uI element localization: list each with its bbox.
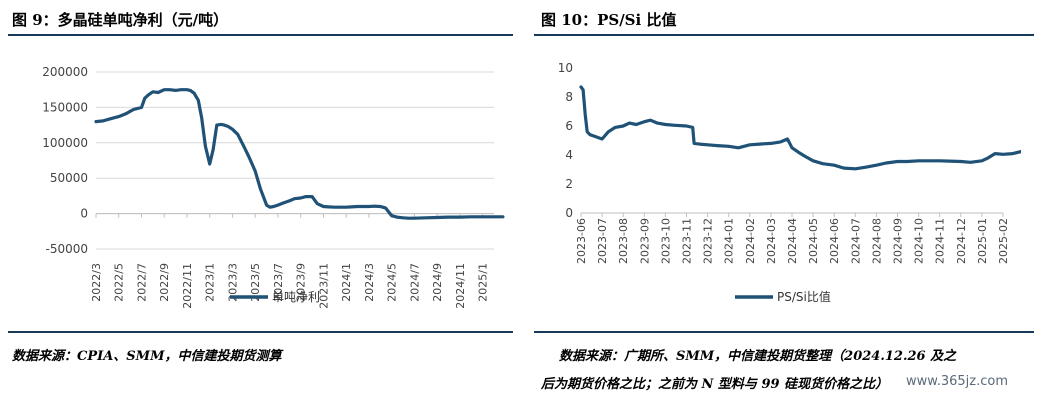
left-figure-title: 图 9：多晶硅单吨净利（元/吨）: [12, 11, 229, 29]
right-chart-xtick-label: 2024-07: [849, 218, 862, 264]
right-chart-xtick-label: 2023-10: [659, 218, 672, 264]
right-chart-series-line: [579, 85, 1021, 171]
left-chart-xtick-label: 2022/11: [181, 263, 194, 309]
right-chart-xtick-label: 2024-12: [955, 218, 968, 264]
left-chart-xtick-label: 2023/5: [249, 263, 262, 302]
right-chart-ytick-label: 8: [565, 90, 573, 104]
left-chart-xtick-label: 2023/7: [272, 263, 285, 302]
right-chart-ytick-label: 0: [565, 206, 573, 220]
right-figure-title: 图 10：PS/Si 比值: [541, 11, 677, 29]
left-chart-xtick-label: 2024/7: [408, 263, 421, 302]
left-title-rule: [8, 34, 513, 36]
left-chart-xtick-label: 2023/9: [295, 263, 308, 302]
right-chart-xtick-label: 2024-05: [807, 218, 820, 264]
right-chart-xtick-label: 2023-06: [575, 218, 588, 264]
left-chart-ytick-label: 150000: [42, 100, 88, 114]
right-chart-xtick-label: 2023-09: [638, 218, 651, 264]
left-chart-xtick-label: 2024/5: [386, 263, 399, 302]
right-chart-legend: PS/Si比值: [735, 289, 831, 304]
left-chart-xtick-label: 2023/3: [226, 263, 239, 302]
left-chart-ytick-label: -50000: [45, 242, 88, 256]
right-chart-xtick-label: 2023-08: [617, 218, 630, 264]
left-chart-ytick-label: 200000: [42, 65, 88, 79]
right-chart-xtick-label: 2024-01: [723, 218, 736, 264]
right-chart-xtick-label: 2024-02: [744, 218, 757, 264]
left-chart-series-line: [94, 88, 505, 220]
right-chart-ytick-label: 6: [565, 119, 573, 133]
left-chart-ytick-label: 50000: [50, 171, 88, 185]
left-chart-ytick-label: 100000: [42, 136, 88, 150]
left-chart-ytick-label: 0: [80, 207, 88, 221]
right-source-note-line2: 后为期货价格之比；之前为 N 型料与 99 硅现货价格之比）: [541, 377, 889, 392]
right-chart-xtick-label: 2024-09: [892, 218, 905, 264]
right-chart-xtick-label: 2023-11: [681, 218, 694, 264]
right-chart-xtick-label: 2024-03: [765, 218, 778, 264]
right-chart-xtick-label: 2025-01: [976, 218, 989, 264]
left-chart-xtick-label: 2024/1: [340, 263, 353, 302]
left-chart-xtick-label: 2022/5: [113, 263, 126, 302]
left-chart-legend-label: 单吨净利: [272, 290, 320, 304]
left-bottom-rule: [8, 331, 513, 333]
right-title-rule: [534, 34, 1034, 36]
left-chart-xtick-label: 2022/9: [158, 263, 171, 302]
left-chart-xtick-label: 2024/9: [431, 263, 444, 302]
right-source-note-line1: 数据来源：广期所、SMM，中信建投期货整理（2024.12.26 及之: [559, 349, 957, 364]
right-chart-xtick-label: 2023-07: [596, 218, 609, 264]
left-chart-xtick-label: 2023/1: [204, 263, 217, 302]
right-chart-xtick-label: 2024-10: [913, 218, 926, 264]
right-chart-xtick-label: 2024-08: [870, 218, 883, 264]
right-bottom-rule: [534, 331, 1034, 333]
right-chart-legend-label: PS/Si比值: [777, 289, 831, 304]
right-chart-xtick-label: 2024-04: [786, 218, 799, 264]
left-chart-xtick-label: 2024/3: [363, 263, 376, 302]
right-chart-ytick-label: 10: [558, 61, 573, 75]
right-chart-xtick-label: 2025-02: [997, 218, 1010, 264]
left-chart-xtick-label: 2022/3: [90, 263, 103, 302]
left-chart-legend: 单吨净利: [230, 290, 320, 304]
left-chart-xtick-label: 2025/1: [477, 263, 490, 302]
left-chart-xtick-label: 2022/7: [135, 263, 148, 302]
left-chart-xtick-label: 2024/11: [454, 263, 467, 309]
left-source-note: 数据来源：CPIA、SMM，中信建投期货测算: [12, 349, 282, 364]
right-chart-xtick-label: 2023-12: [702, 218, 715, 264]
right-chart-ytick-label: 2: [565, 177, 573, 191]
left-chart-xtick-label: 2023/11: [317, 263, 330, 309]
right-chart-xtick-label: 2024-11: [934, 218, 947, 264]
watermark-text: www.365jz.com: [906, 374, 1008, 389]
right-chart-ytick-label: 4: [565, 148, 573, 162]
right-chart-xtick-label: 2024-06: [828, 218, 841, 264]
